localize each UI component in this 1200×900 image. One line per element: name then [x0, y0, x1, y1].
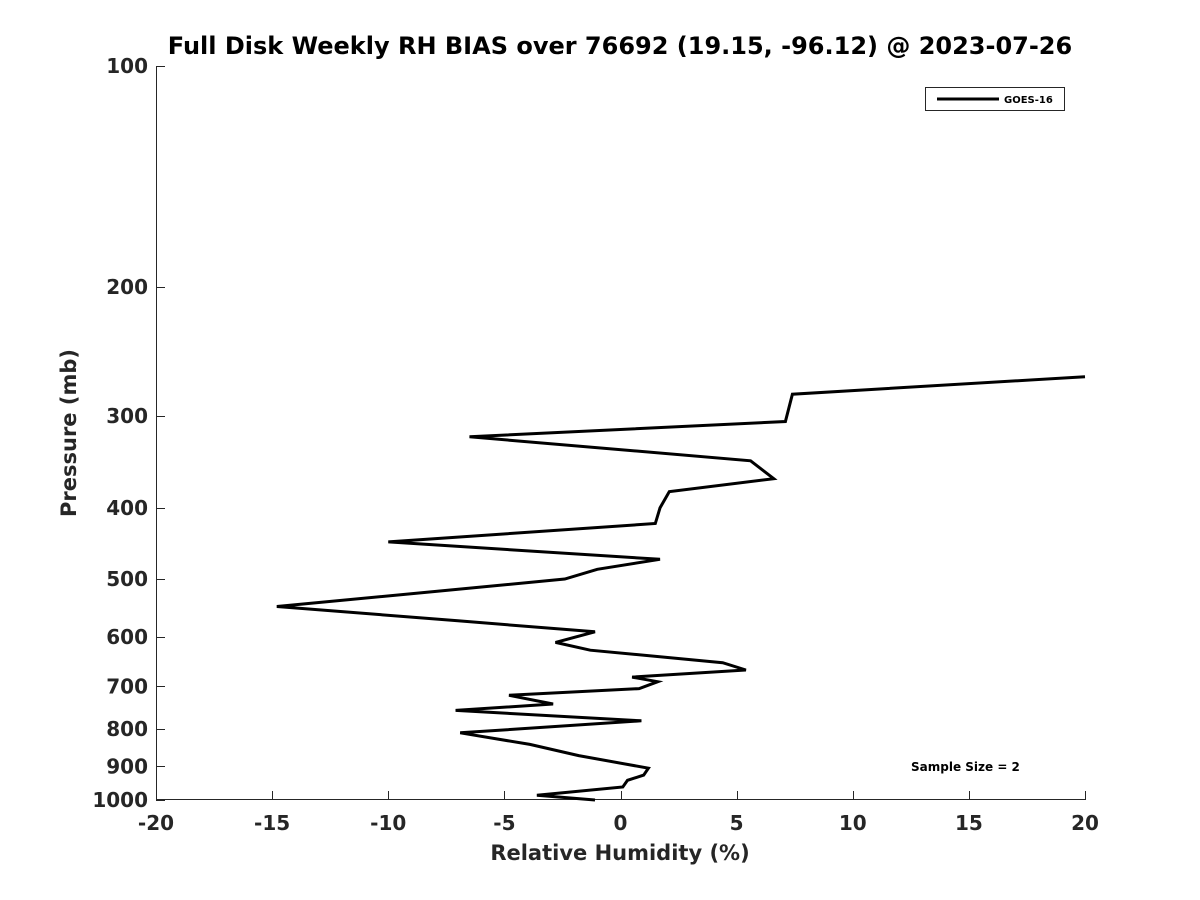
legend-label: GOES-16 — [1004, 95, 1053, 106]
y-tick-label: 300 — [106, 404, 148, 428]
y-ticks: 100 200 300 400 500 600 700 800 900 1000 — [92, 54, 165, 812]
y-tick-label: 100 — [106, 54, 148, 78]
y-axis-title: Pressure (mb) — [57, 349, 81, 517]
chart-title: Full Disk Weekly RH BIAS over 76692 (19.… — [168, 32, 1072, 60]
x-tick-label: -15 — [254, 811, 290, 835]
series-line — [276, 375, 1086, 802]
y-tick-label: 600 — [106, 625, 148, 649]
y-tick-label: 1000 — [92, 788, 148, 812]
x-axis-title: Relative Humidity (%) — [490, 841, 749, 865]
sample-size-annotation: Sample Size = 2 — [911, 760, 1020, 774]
plot-area: -20 -15 -10 -5 0 5 10 15 20 100 200 300 400 500 600 70… — [92, 54, 1099, 835]
x-tick-label: 15 — [955, 811, 983, 835]
x-tick-label: -10 — [370, 811, 406, 835]
x-tick-label: 20 — [1071, 811, 1099, 835]
legend: GOES-16 — [925, 87, 1065, 111]
x-tick-label: 10 — [839, 811, 867, 835]
x-tick-label: 0 — [614, 811, 628, 835]
series-layer — [276, 375, 1086, 802]
x-tick-label: 5 — [730, 811, 744, 835]
y-tick-label: 200 — [106, 275, 148, 299]
y-tick-label: 700 — [106, 674, 148, 698]
y-tick-label: 900 — [106, 754, 148, 778]
y-tick-label: 400 — [106, 496, 148, 520]
y-tick-label: 800 — [106, 717, 148, 741]
x-tick-label: -5 — [493, 811, 515, 835]
y-tick-label: 500 — [106, 567, 148, 591]
x-ticks: -20 -15 -10 -5 0 5 10 15 20 — [138, 791, 1099, 835]
x-tick-label: -20 — [138, 811, 174, 835]
